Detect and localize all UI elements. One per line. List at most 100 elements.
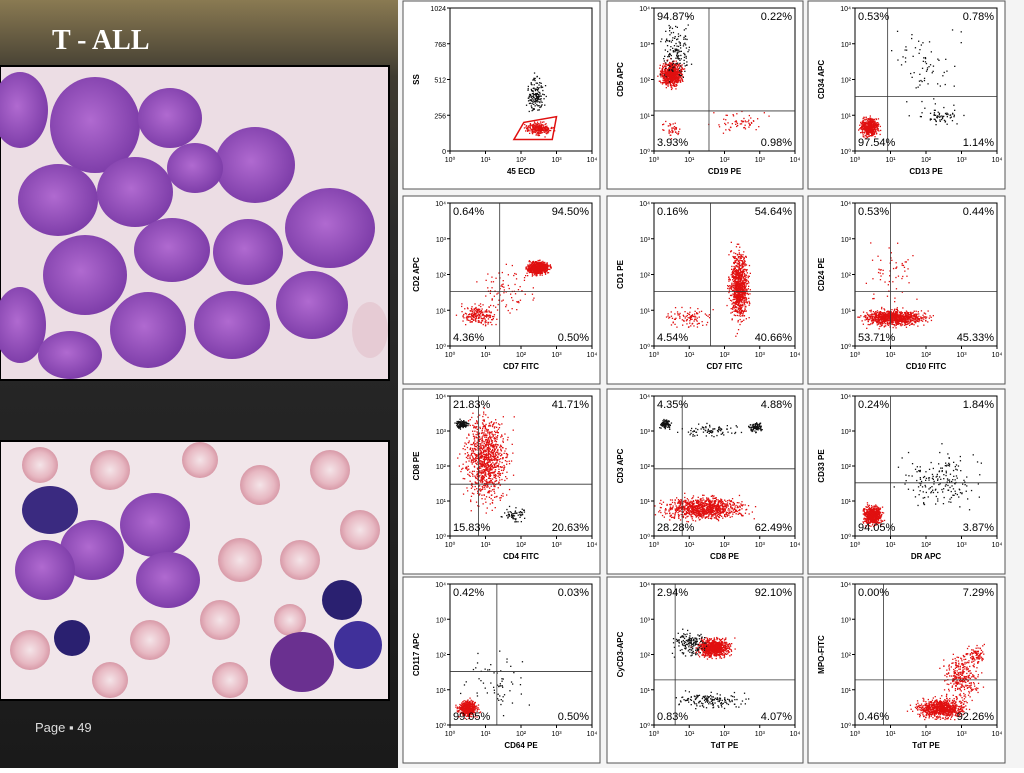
event-dot xyxy=(862,320,863,321)
event-dot xyxy=(542,94,543,95)
event-dot xyxy=(538,132,539,133)
event-dot xyxy=(707,322,708,323)
event-dot xyxy=(867,314,868,315)
event-dot xyxy=(938,112,939,113)
event-dot xyxy=(675,123,676,124)
event-dot xyxy=(742,310,743,311)
event-dot xyxy=(947,124,948,125)
event-dot xyxy=(501,300,502,301)
event-dot xyxy=(925,58,926,59)
event-dot xyxy=(905,312,906,313)
y-tick-label: 10¹ xyxy=(640,113,651,120)
event-dot xyxy=(539,105,540,106)
y-axis-label: CD34 APC xyxy=(817,60,826,99)
event-dot xyxy=(733,114,734,115)
event-dot xyxy=(863,128,864,129)
event-dot xyxy=(535,90,536,91)
event-dot xyxy=(764,112,765,113)
event-dot xyxy=(660,74,661,75)
event-dot xyxy=(880,314,881,315)
event-dot xyxy=(899,312,900,313)
event-dot xyxy=(547,272,548,273)
event-dot xyxy=(735,293,736,294)
event-dot xyxy=(533,287,534,288)
event-dot xyxy=(657,76,658,77)
event-dot xyxy=(946,71,947,72)
event-dot xyxy=(861,127,862,128)
event-dot xyxy=(670,135,671,136)
event-dot xyxy=(893,327,894,328)
event-dot xyxy=(509,288,510,289)
event-dot xyxy=(671,41,672,42)
event-dot xyxy=(953,105,954,106)
event-dot xyxy=(475,314,476,315)
event-dot xyxy=(885,317,886,318)
event-dot xyxy=(942,75,943,76)
event-dot xyxy=(529,272,530,273)
event-dot xyxy=(526,266,527,267)
event-dot xyxy=(533,96,534,97)
plot-frame xyxy=(808,196,1005,384)
event-dot xyxy=(498,292,499,293)
event-dot xyxy=(878,123,879,124)
event-dot xyxy=(544,136,545,137)
event-dot xyxy=(702,325,703,326)
event-dot xyxy=(922,321,923,322)
event-dot xyxy=(914,321,915,322)
event-dot xyxy=(876,122,877,123)
event-dot xyxy=(872,124,873,125)
event-dot xyxy=(669,40,670,41)
event-dot xyxy=(541,104,542,105)
event-dot xyxy=(679,318,680,319)
event-dot xyxy=(743,292,744,293)
event-dot xyxy=(529,111,530,112)
event-dot xyxy=(684,68,685,69)
event-dot xyxy=(705,313,706,314)
event-dot xyxy=(665,83,666,84)
event-dot xyxy=(737,333,738,334)
event-dot xyxy=(933,98,934,99)
event-dot xyxy=(678,64,679,65)
event-dot xyxy=(663,67,664,68)
event-dot xyxy=(912,324,913,325)
event-dot xyxy=(952,29,953,30)
event-dot xyxy=(671,86,672,87)
x-tick-label: 10² xyxy=(516,157,527,164)
event-dot xyxy=(742,254,743,255)
event-dot xyxy=(905,61,906,62)
event-dot xyxy=(743,313,744,314)
event-dot xyxy=(909,115,910,116)
event-dot xyxy=(905,315,906,316)
event-dot xyxy=(679,60,680,61)
event-dot xyxy=(917,319,918,320)
event-dot xyxy=(685,317,686,318)
event-dot xyxy=(902,307,903,308)
event-dot xyxy=(734,280,735,281)
event-dot xyxy=(937,59,938,60)
event-dot xyxy=(544,272,545,273)
x-axis-label: CD19 PE xyxy=(708,167,742,176)
page-number: Page ▪ 49 xyxy=(35,720,92,735)
event-dot xyxy=(533,99,534,100)
event-dot xyxy=(744,315,745,316)
event-dot xyxy=(737,321,738,322)
event-dot xyxy=(891,309,892,310)
event-dot xyxy=(516,274,517,275)
event-dot xyxy=(907,313,908,314)
event-dot xyxy=(676,77,677,78)
event-dot xyxy=(878,130,879,131)
event-dot xyxy=(528,100,529,101)
event-dot xyxy=(915,318,916,319)
event-dot xyxy=(674,70,675,71)
event-dot xyxy=(750,289,751,290)
event-dot xyxy=(530,123,531,124)
event-dot xyxy=(473,314,474,315)
event-dot xyxy=(929,41,930,42)
event-dot xyxy=(532,294,533,295)
event-dot xyxy=(668,83,669,84)
event-dot xyxy=(685,35,686,36)
event-dot xyxy=(498,304,499,305)
event-dot xyxy=(739,247,740,248)
event-dot xyxy=(866,117,867,118)
event-dot xyxy=(538,133,539,134)
